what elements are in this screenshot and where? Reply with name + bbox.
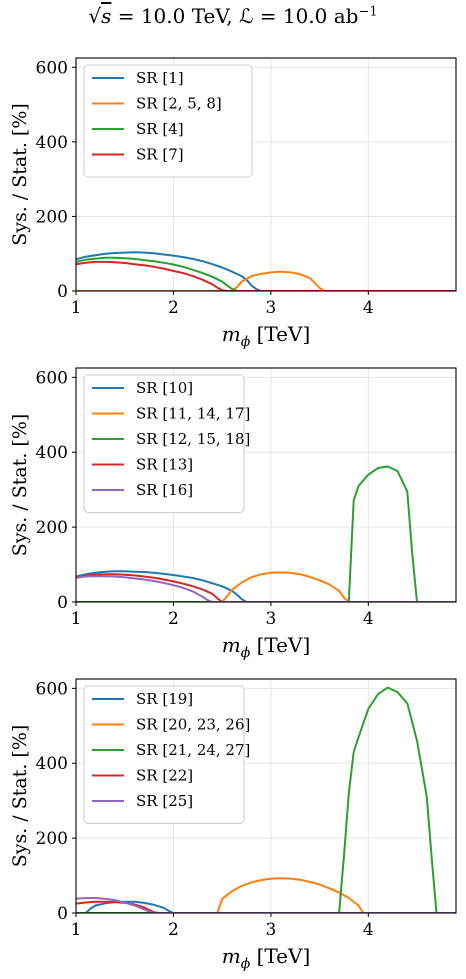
x-tick-label: 1 [71, 920, 82, 940]
series-group [76, 251, 456, 291]
series-line-1 [76, 570, 456, 602]
legend-label: SR [1] [136, 69, 184, 87]
series-line-3 [76, 686, 456, 913]
y-tick-label: 0 [57, 904, 68, 924]
x-tick-label: 3 [265, 920, 276, 940]
y-axis-label: Sys. / Stat. [%] [9, 414, 31, 557]
x-tick-label: 1 [71, 609, 82, 629]
y-tick-label: 200 [36, 207, 68, 227]
x-tick-label: 2 [168, 920, 179, 940]
y-tick-label: 400 [36, 133, 68, 153]
x-tick-label: 4 [363, 609, 374, 629]
legend-label: SR [4] [136, 120, 184, 138]
y-tick-label: 400 [36, 443, 68, 463]
y-tick-label: 200 [36, 829, 68, 849]
axes-frame [75, 678, 457, 914]
legend-label: SR [7] [136, 146, 184, 164]
series-line-4 [76, 900, 456, 913]
y-axis-label: Sys. / Stat. [%] [9, 103, 31, 246]
series-line-1 [76, 251, 456, 291]
series-line-2 [76, 571, 456, 602]
x-tick-label: 4 [363, 920, 374, 940]
x-tick-label: 3 [265, 298, 276, 318]
series-group [76, 686, 456, 913]
legend-box [83, 64, 253, 178]
axes-frame [75, 57, 457, 292]
series-line-4 [76, 573, 456, 602]
y-tick-label: 600 [36, 368, 68, 388]
chart-panel-3: 1 2 3 4 0 200 400 600 mϕ [TeV] Sys. / Stat. [%] SR… [9, 678, 457, 972]
title-sqrt: √ [88, 4, 102, 28]
title-rest: = 10.0 TeV, ℒ = 10.0 ab [111, 4, 359, 28]
legend-label: SR [22] [136, 767, 193, 785]
legend-label: SR [25] [136, 792, 193, 810]
y-tick-label: 0 [57, 282, 68, 302]
legend-label: SR [11, 14, 17] [136, 405, 250, 423]
y-tick-label: 200 [36, 518, 68, 538]
series-group [76, 465, 456, 602]
series-line-4 [76, 260, 456, 291]
chart-panel-2: 1 2 3 4 0 200 400 600 mϕ [TeV] Sys. / Stat. [%] SR… [9, 367, 457, 661]
legend-label: SR [19] [136, 690, 193, 708]
y-tick-label: 400 [36, 754, 68, 774]
series-line-5 [76, 897, 456, 913]
title-sup: −1 [358, 4, 378, 20]
legend-label: SR [2, 5, 8] [136, 95, 222, 113]
x-axis-label: mϕ [TeV] [222, 944, 311, 972]
series-line-5 [76, 575, 456, 602]
series-line-3 [76, 256, 456, 291]
x-tick-label: 4 [363, 298, 374, 318]
figure-title: √s = 10.0 TeV, ℒ = 10.0 ab−1 [0, 4, 466, 28]
series-line-2 [76, 877, 456, 913]
legend-label: SR [12, 15, 18] [136, 430, 250, 448]
axes-frame [75, 367, 457, 603]
title-s: s [101, 4, 112, 28]
legend-label: SR [16] [136, 481, 193, 499]
y-tick-label: 600 [36, 679, 68, 699]
x-axis-label: mϕ [TeV] [222, 633, 311, 661]
x-tick-label: 1 [71, 298, 82, 318]
series-line-3 [76, 465, 456, 602]
y-tick-label: 0 [57, 593, 68, 613]
legend-box [83, 685, 245, 824]
legend-label: SR [10] [136, 379, 193, 397]
x-axis-label: mϕ [TeV] [222, 322, 311, 350]
legend-label: SR [13] [136, 456, 193, 474]
legend-box [83, 374, 245, 513]
x-tick-label: 2 [168, 609, 179, 629]
series-line-1 [76, 900, 456, 913]
y-axis-label: Sys. / Stat. [%] [9, 725, 31, 868]
series-line-2 [76, 270, 456, 291]
legend-label: SR [21, 24, 27] [136, 741, 250, 759]
y-tick-label: 600 [36, 58, 68, 78]
legend-label: SR [20, 23, 26] [136, 716, 250, 734]
x-tick-label: 2 [168, 298, 179, 318]
x-tick-label: 3 [265, 609, 276, 629]
chart-panel-1: 1 2 3 4 0 200 400 600 mϕ [TeV] Sys. / Stat. [%] SR… [9, 57, 457, 350]
